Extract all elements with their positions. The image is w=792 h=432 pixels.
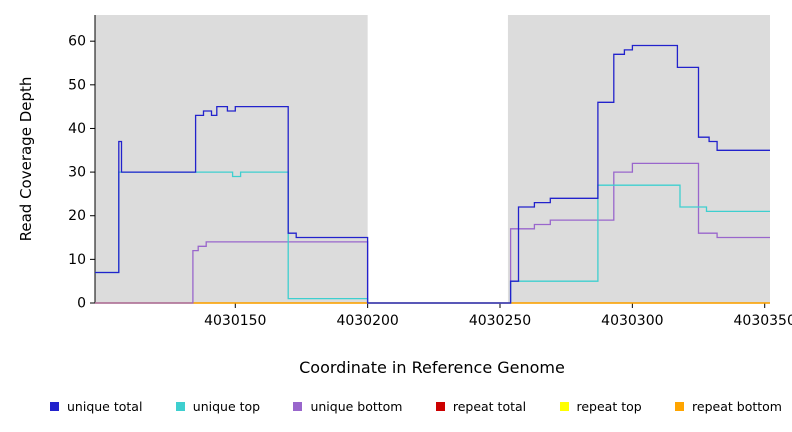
series-line-unique-total [95, 44, 770, 304]
legend-item-unique-top: unique top [175, 399, 261, 414]
legend-item-repeat-bottom: repeat bottom [675, 399, 782, 414]
y-tick-label: 30 [68, 165, 86, 181]
y-tick-label: 0 [77, 296, 86, 312]
plot-canvas: 4030150 4030200 4030250 4030300 4030350 0 10 20… [68, 15, 792, 329]
y-tick-label: 40 [68, 121, 86, 137]
legend-label-repeat-bottom: repeat bottom [692, 399, 782, 414]
legend: unique total unique top unique bottom repea… [50, 399, 782, 414]
y-tick-label: 20 [68, 208, 86, 224]
legend-swatch-repeat-total [435, 402, 445, 411]
legend-swatch-unique-top [175, 402, 185, 411]
x-tick-label: 4030250 [469, 313, 531, 329]
legend-swatch-unique-bottom [293, 402, 303, 411]
y-tick-label: 50 [68, 77, 86, 93]
y-axis-title: Read Coverage Depth [17, 76, 35, 242]
legend-label-repeat-total: repeat total [452, 399, 527, 414]
series-line-unique-bottom [95, 162, 770, 304]
legend-swatch-repeat-top [559, 402, 569, 411]
shaded-region [95, 15, 368, 303]
legend-label-unique-total: unique total [67, 399, 143, 414]
x-tick-label: 4030200 [336, 313, 398, 329]
legend-item-repeat-total: repeat total [435, 399, 527, 414]
x-tick-label: 4030150 [204, 313, 266, 329]
legend-item-repeat-top: repeat top [559, 399, 642, 414]
x-tick-label: 4030350 [734, 313, 792, 329]
y-tick-label: 10 [68, 252, 86, 268]
legend-item-unique-bottom: unique bottom [293, 399, 403, 414]
legend-label-repeat-top: repeat top [576, 399, 642, 414]
legend-swatch-unique-total [50, 402, 59, 411]
shaded-region [507, 15, 770, 303]
legend-swatch-repeat-bottom [675, 402, 685, 411]
x-axis-title: Coordinate in Reference Genome [299, 358, 565, 377]
y-tick-label: 60 [68, 34, 86, 50]
x-tick-label: 4030300 [601, 313, 663, 329]
legend-label-unique-top: unique top [192, 399, 261, 414]
legend-label-unique-bottom: unique bottom [310, 399, 403, 414]
legend-item-unique-total: unique total [50, 399, 142, 414]
